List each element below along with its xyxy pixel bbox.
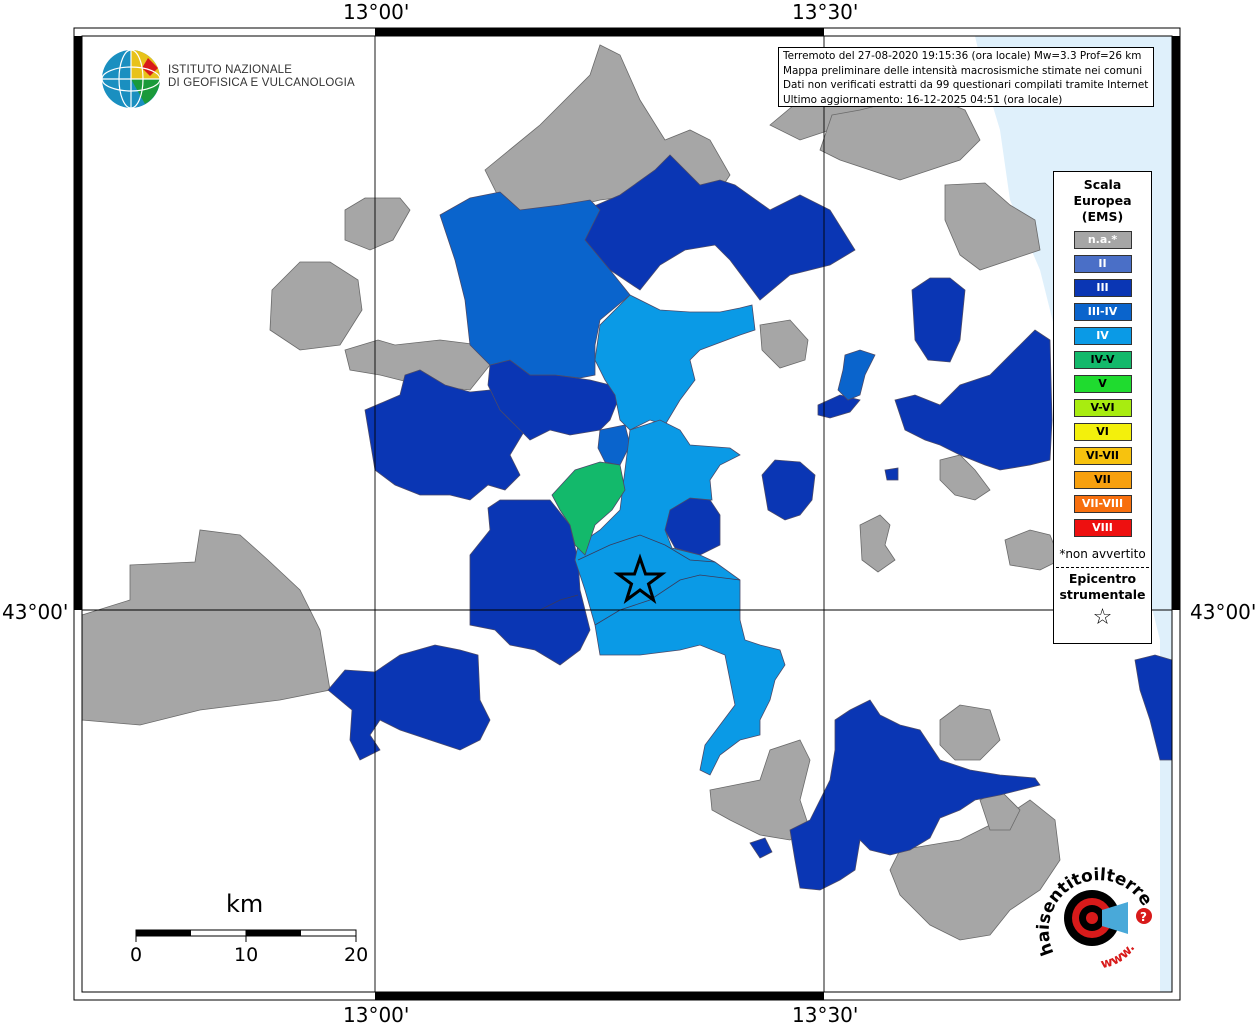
municipalities-intensity-III xyxy=(327,154,1173,891)
internal-borders xyxy=(539,534,741,626)
scale-tick-10: 10 xyxy=(234,944,259,966)
logo-line-1: ISTITUTO NAZIONALE xyxy=(168,64,293,76)
scale-bar xyxy=(135,929,357,942)
legend-swatch-iv: IV xyxy=(1073,327,1132,345)
lon-label-top-1: 13°00' xyxy=(343,0,410,24)
legend-swatch-v: V xyxy=(1073,375,1132,393)
lon-label-bottom-2: 13°30' xyxy=(792,1003,859,1027)
legend-swatch-ii: II xyxy=(1073,255,1132,273)
map-frame xyxy=(73,27,1181,1001)
municipalities-intensity-III-IV xyxy=(439,191,876,466)
lon-label-bottom-1: 13°00' xyxy=(343,1003,410,1027)
info-line-2: Mappa preliminare delle intensità macros… xyxy=(783,64,1143,77)
legend-star-icon: ☆ xyxy=(1092,605,1113,630)
lon-label-top-2: 13°30' xyxy=(792,0,859,24)
legend-epicenter-line-1: Epicentro xyxy=(1068,571,1137,586)
lat-label-left: 43°00' xyxy=(2,600,69,624)
ingv-logo-text: ISTITUTO NAZIONALE DI GEOFISICA E VULCAN… xyxy=(168,64,355,90)
legend-swatch-vi-vii: VI-VII xyxy=(1073,447,1132,465)
graticule xyxy=(82,36,1172,992)
legend-swatch-n-a: n.a.* xyxy=(1073,231,1132,249)
legend-swatch-iv-v: IV-V xyxy=(1073,351,1132,369)
legend-swatch-iii: III xyxy=(1073,279,1132,297)
legend-swatch-vii-viii: VII-VIII xyxy=(1073,495,1132,513)
ems-legend: Scala Europea (EMS) n.a.* II III III-IV IV IV… xyxy=(1053,171,1152,644)
lat-label-right: 43°00' xyxy=(1190,600,1255,624)
legend-title-line-2: Europea xyxy=(1073,193,1132,208)
haisentito-logo: haisentitoilterremoto.it www. ? xyxy=(1032,858,1156,972)
watermark-www-text: www. xyxy=(1099,941,1138,972)
scale-tick-20: 20 xyxy=(344,944,369,966)
question-mark-icon: ? xyxy=(1140,910,1147,924)
municipalities-intensity-IV-V xyxy=(551,461,626,556)
legend-items: n.a.* II III III-IV IV IV-V V V-VI VI VI-VII VII VI… xyxy=(1054,231,1151,537)
legend-epicenter-title: Epicentro strumentale xyxy=(1054,571,1151,603)
info-box: Terremoto del 27-08-2020 19:15:36 (ora l… xyxy=(778,47,1154,107)
info-line-3: Dati non verificati estratti da 99 quest… xyxy=(783,79,1149,92)
legend-epicenter-line-2: strumentale xyxy=(1059,587,1146,602)
legend-swatch-viii: VIII xyxy=(1073,519,1132,537)
logo-line-2: DI GEOFISICA E VULCANOLOGIA xyxy=(168,77,355,89)
epicenter-star xyxy=(613,553,667,604)
legend-swatch-vii: VII xyxy=(1073,471,1132,489)
legend-swatch-iii-iv: III-IV xyxy=(1073,303,1132,321)
legend-separator xyxy=(1056,567,1149,568)
legend-swatch-v-vi: V-VI xyxy=(1073,399,1132,417)
legend-note: *non avvertito xyxy=(1059,547,1146,561)
scale-tick-0: 0 xyxy=(130,944,143,966)
legend-title: Scala Europea (EMS) xyxy=(1054,177,1151,225)
info-line-1: Terremoto del 27-08-2020 19:15:36 (ora l… xyxy=(783,50,1142,62)
ingv-logo-icon xyxy=(101,49,161,109)
legend-swatch-vi: VI xyxy=(1073,423,1132,441)
scale-unit: km xyxy=(226,890,264,918)
legend-title-line-1: Scala xyxy=(1083,177,1122,192)
legend-title-line-3: (EMS) xyxy=(1081,209,1124,224)
info-line-4: Ultimo aggiornamento: 16-12-2025 04:51 (… xyxy=(783,93,1063,106)
svg-text:www.: www. xyxy=(1099,941,1138,972)
municipalities-intensity-IV xyxy=(574,294,786,776)
